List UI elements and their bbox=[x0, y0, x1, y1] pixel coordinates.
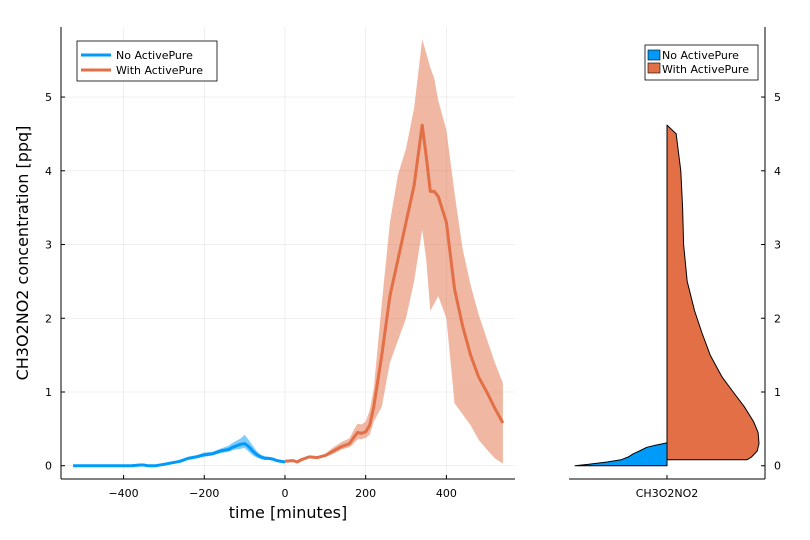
uncertainty-bands bbox=[73, 39, 503, 466]
x-axis-label: time [minutes] bbox=[229, 503, 347, 522]
line-with-activepure bbox=[284, 123, 505, 464]
series-lines bbox=[73, 123, 505, 468]
violin-with-activepure bbox=[666, 124, 760, 461]
y-tick-label: 2 bbox=[45, 312, 52, 325]
violin-y-tick-label: 5 bbox=[774, 91, 781, 104]
legend-left: No ActivePure With ActivePure bbox=[76, 40, 218, 82]
violin-y-tick-labels: 0 1 2 3 4 5 bbox=[761, 91, 781, 473]
y-tick-label: 4 bbox=[45, 165, 52, 178]
violin-legend-swatch-with-activepure bbox=[647, 62, 661, 74]
violin-y-tick-label: 2 bbox=[774, 312, 781, 325]
violin-y-tick-label: 3 bbox=[774, 239, 781, 252]
legend-box bbox=[76, 40, 218, 82]
violin-y-tick-label: 1 bbox=[774, 386, 781, 399]
legend-right: No ActivePure With ActivePure bbox=[644, 44, 759, 81]
y-tick-label: 0 bbox=[45, 460, 52, 473]
x-tick-label: 200 bbox=[355, 487, 376, 500]
violin-x-tick-label: CH3O2NO2 bbox=[636, 487, 699, 500]
legend-label-with-activepure: With ActivePure bbox=[116, 64, 203, 77]
legend-label-no-activepure: No ActivePure bbox=[116, 49, 193, 62]
time-series-panel: −400 −200 0 200 400 0 1 2 3 4 5 time [minutes] CH… bbox=[13, 27, 515, 522]
violin-y-tick-label: 0 bbox=[774, 460, 781, 473]
y-tick-label: 1 bbox=[45, 386, 52, 399]
y-tick-label: 3 bbox=[45, 239, 52, 252]
x-tick-labels: −400 −200 0 200 400 bbox=[108, 475, 457, 500]
y-tick-labels: 0 1 2 3 4 5 bbox=[45, 91, 65, 473]
violin-legend-box bbox=[644, 44, 759, 81]
violin-legend-label-no-activepure: No ActivePure bbox=[662, 49, 739, 62]
x-tick-label: −400 bbox=[108, 487, 138, 500]
violin-shapes bbox=[574, 124, 760, 467]
band-with-activepure bbox=[285, 39, 503, 464]
violin-y-tick-label: 4 bbox=[774, 165, 781, 178]
x-tick-label: 400 bbox=[436, 487, 457, 500]
violin-legend-swatch-no-activepure bbox=[647, 49, 661, 61]
y-axis-label: CH3O2NO2 concentration [ppq] bbox=[13, 126, 32, 381]
violin-legend-label-with-activepure: With ActivePure bbox=[662, 63, 749, 76]
violin-no-activepure bbox=[574, 442, 668, 467]
x-tick-label: 0 bbox=[281, 487, 288, 500]
violin-panel: CH3O2NO2 0 1 2 3 4 5 No ActivePure With Activ… bbox=[569, 27, 781, 500]
y-tick-label: 5 bbox=[45, 91, 52, 104]
x-tick-label: −200 bbox=[189, 487, 219, 500]
line-no-activepure bbox=[73, 442, 286, 468]
